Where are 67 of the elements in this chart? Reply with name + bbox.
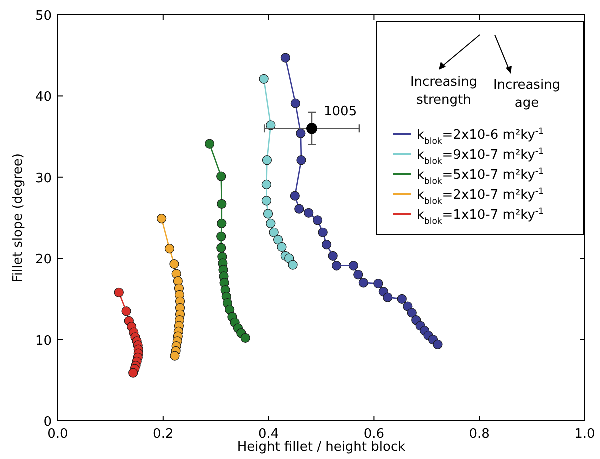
point [313, 216, 323, 226]
legend-label: k$_{blok}$=5x10-7 m²ky$^{-1}$ [417, 166, 544, 186]
point [216, 172, 226, 182]
y-tick-label: 30 [35, 171, 52, 186]
point [433, 340, 443, 350]
point [294, 204, 304, 214]
x-tick-label: 0.8 [469, 427, 490, 442]
point [304, 208, 314, 218]
point [277, 242, 287, 252]
point [122, 306, 132, 316]
point [269, 228, 279, 238]
point [322, 240, 332, 250]
point [266, 218, 276, 228]
annotation: Increasing strength [410, 75, 478, 108]
point [263, 209, 274, 219]
y-tick-label: 50 [35, 9, 52, 24]
point [328, 251, 338, 261]
x-tick-label: 0.0 [48, 427, 68, 442]
point [217, 218, 227, 228]
legend-label: k$_{blok}$=9x10-7 m²ky$^{-1}$ [417, 146, 544, 166]
x-tick-label: 0.2 [153, 427, 174, 442]
legend-label: k$_{blok}$=2x10-7 m²ky$^{-1}$ [417, 186, 544, 206]
x-tick-label: 1.0 [574, 427, 596, 442]
point [354, 270, 364, 280]
y-tick-label: 10 [35, 334, 52, 349]
point [262, 196, 272, 206]
point [296, 156, 306, 166]
point [240, 333, 250, 343]
point [296, 128, 306, 138]
point [259, 74, 269, 84]
point [216, 243, 226, 253]
legend-label: k$_{blok}$=1x10-7 m²ky$^{-1}$ [417, 206, 544, 226]
point [288, 260, 298, 270]
point [407, 308, 417, 318]
point [348, 261, 358, 271]
point [306, 123, 318, 134]
point [374, 278, 384, 289]
point [397, 294, 407, 304]
y-tick-label: 20 [35, 252, 52, 268]
point [157, 214, 167, 224]
point [403, 302, 413, 312]
point [290, 191, 300, 201]
point [204, 139, 215, 149]
point [170, 351, 180, 361]
y-tick-label: 40 [35, 90, 52, 106]
point [216, 232, 226, 242]
point [280, 53, 290, 63]
point [164, 244, 175, 254]
point [332, 261, 342, 271]
y-axis-title: Fillet slope (degree) [11, 153, 26, 283]
point [128, 368, 138, 378]
point [383, 292, 393, 302]
point [290, 98, 300, 108]
legend-label: k$_{blok}$=2x10-6 m²ky$^{-1}$ [417, 126, 544, 146]
point [262, 156, 272, 166]
x-axis-title: Height fillet / height block [237, 440, 406, 455]
point [318, 228, 328, 238]
point [262, 180, 272, 190]
annotation: 1005 [324, 104, 358, 120]
point [358, 278, 368, 288]
point [114, 288, 124, 298]
x-tick-label: 0.6 [364, 427, 385, 442]
x-tick-label: 0.4 [258, 427, 280, 442]
point [217, 199, 227, 209]
annotation: Increasing age [493, 78, 561, 111]
point [273, 235, 284, 245]
point [170, 259, 180, 270]
